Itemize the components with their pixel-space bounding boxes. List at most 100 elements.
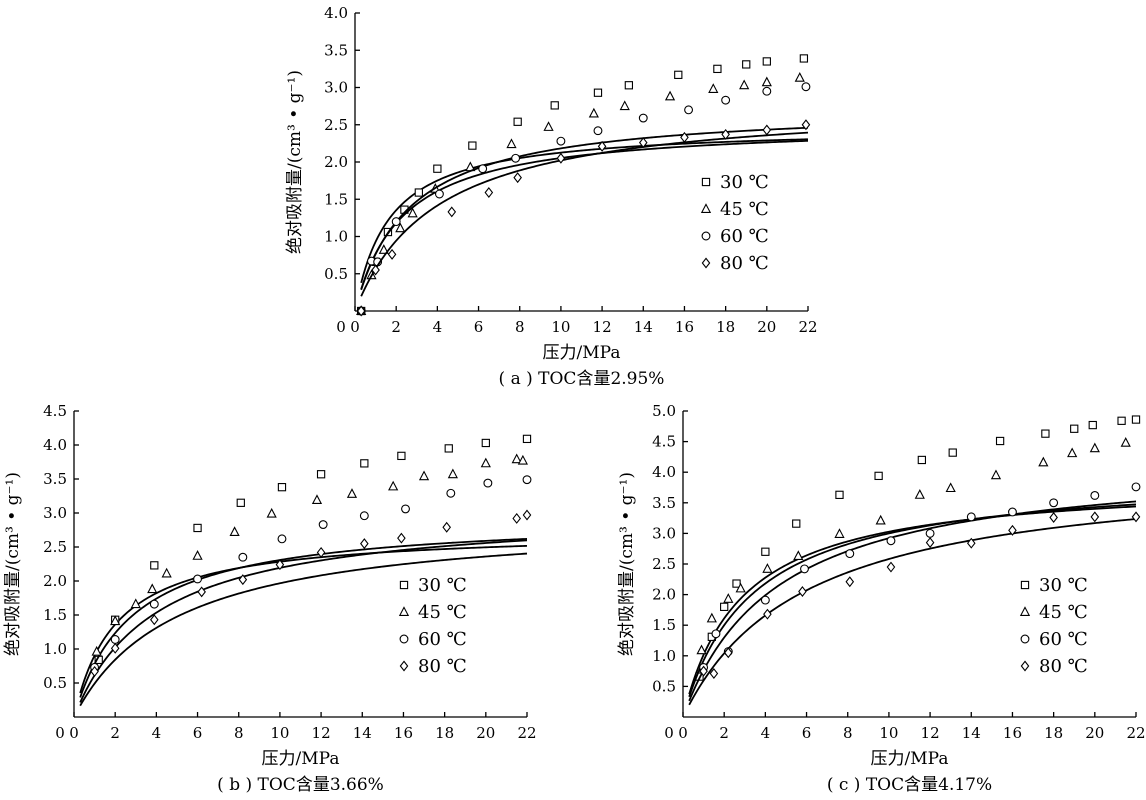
data-point: [875, 514, 886, 525]
fit-curve: [360, 131, 809, 297]
legend-label: 80 ℃: [720, 253, 769, 274]
y-tick-label: 4.5: [652, 433, 676, 451]
y-tick-label: 2.5: [324, 116, 348, 134]
y-tick-label: 3.0: [652, 524, 676, 542]
data-point: [845, 576, 855, 588]
data-point: [739, 79, 750, 90]
x-tick-label: 0: [69, 724, 79, 742]
data-point: [1088, 420, 1097, 430]
data-point: [624, 81, 634, 90]
legend-label: 30 ℃: [418, 575, 467, 596]
data-point: [517, 454, 528, 465]
data-point: [110, 615, 121, 626]
x-tick-label: 18: [716, 318, 735, 336]
y-tick-label: 1.5: [324, 190, 348, 208]
y-tick-label: 4.0: [324, 4, 348, 22]
legend-label: 60 ℃: [1039, 629, 1088, 650]
data-point: [1120, 437, 1131, 447]
x-tick-label: 16: [1003, 724, 1022, 742]
series-3: [79, 509, 532, 707]
legend-marker: [1020, 634, 1030, 644]
y-tick-label: 2.0: [324, 153, 348, 171]
data-point: [311, 494, 323, 505]
data-point: [593, 88, 603, 97]
y-tick-label: 2.0: [652, 586, 676, 604]
legend-marker: [399, 634, 409, 644]
legend-marker: [1020, 580, 1030, 590]
y-tick-label: 2.0: [43, 572, 67, 590]
legend-marker: [1020, 660, 1030, 672]
data-point: [478, 164, 488, 174]
origin-label: 0: [664, 724, 674, 742]
legend-marker: [399, 580, 409, 590]
data-point: [193, 574, 202, 584]
legend-label: 60 ℃: [418, 629, 467, 650]
data-point: [266, 507, 277, 518]
legend-label: 45 ℃: [720, 199, 769, 220]
data-point: [522, 475, 532, 485]
data-point: [149, 599, 159, 609]
x-axis-label: 压力/MPa: [543, 343, 621, 363]
series-3: [356, 119, 811, 317]
x-tick-label: 2: [391, 318, 401, 336]
data-point: [619, 100, 630, 111]
data-point: [316, 470, 326, 479]
y-tick-label: 1.0: [652, 647, 676, 665]
fit-curve: [688, 518, 1137, 706]
data-point: [481, 438, 490, 448]
data-point: [356, 305, 366, 317]
panel-c: 0 2 4 6 8 10 12 14 16 18 20 22 0 0.5 1.0 1.5 2.0 2.5 3.0 3.…: [617, 402, 1146, 795]
data-point: [513, 172, 522, 184]
legend-marker: [399, 660, 409, 672]
data-point: [761, 547, 770, 556]
data-point: [708, 83, 719, 93]
data-point: [444, 444, 453, 453]
panel-caption: ( a ) TOC含量2.95%: [499, 369, 665, 389]
data-point: [638, 137, 648, 149]
series-2: [79, 475, 532, 703]
data-point: [1131, 415, 1141, 424]
series-1: [79, 453, 528, 698]
data-point: [511, 153, 521, 163]
x-tick-label: 20: [757, 318, 776, 336]
x-tick-label: 14: [634, 318, 653, 336]
x-tick-label: 10: [551, 318, 570, 336]
data-point: [1131, 482, 1141, 492]
data-point: [742, 60, 751, 69]
y-tick-label: 0.5: [324, 265, 348, 283]
series-0: [79, 434, 532, 694]
x-axis-label: 压力/MPa: [871, 749, 949, 769]
data-point: [732, 579, 741, 588]
data-point: [388, 480, 399, 491]
data-point: [391, 217, 401, 227]
data-point: [316, 546, 326, 558]
y-tick-label: 2.5: [43, 538, 67, 556]
data-point: [238, 574, 248, 586]
data-point: [638, 113, 648, 123]
y-tick-label: 3.5: [324, 41, 348, 59]
data-point: [801, 119, 811, 131]
panel-caption: ( c ) TOC含量4.17%: [827, 775, 992, 795]
data-point: [468, 141, 477, 150]
y-axis-label: 绝对吸附量/(cm³ • g⁻¹): [617, 472, 637, 656]
data-point: [720, 602, 729, 611]
data-point: [447, 468, 458, 479]
data-point: [556, 152, 566, 164]
data-point: [550, 101, 559, 110]
data-point: [948, 448, 957, 457]
x-tick-label: 12: [921, 724, 940, 742]
data-point: [711, 629, 721, 639]
data-point: [664, 90, 676, 101]
data-point: [512, 512, 522, 524]
series-1: [356, 72, 809, 315]
data-point: [588, 107, 599, 118]
y-tick-label: 1.0: [43, 640, 67, 658]
data-point: [874, 471, 883, 481]
data-point: [90, 665, 99, 677]
data-point: [845, 549, 855, 559]
data-point: [110, 635, 120, 644]
y-tick-label: 1.5: [652, 616, 676, 634]
data-point: [1131, 511, 1141, 523]
x-tick-label: 2: [719, 724, 729, 742]
fit-curve: [688, 503, 1137, 698]
